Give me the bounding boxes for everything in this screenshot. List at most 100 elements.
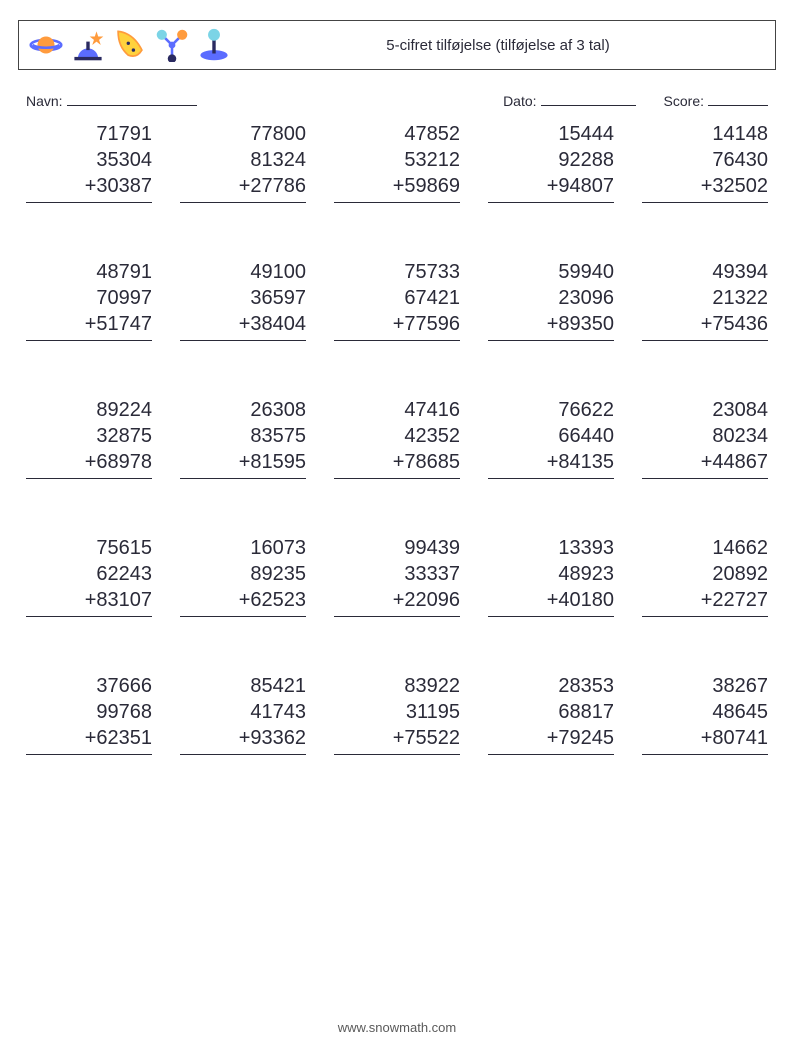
sum-rule [488, 201, 614, 203]
addend-3: +62351 [26, 725, 152, 751]
addend-1: 47416 [334, 397, 460, 423]
addend-2: 68817 [488, 699, 614, 725]
addend-1: 37666 [26, 673, 152, 699]
addend-3: +93362 [180, 725, 306, 751]
addition-problem: 4939421322+75436 [642, 259, 768, 341]
addend-3: +75522 [334, 725, 460, 751]
addend-2: 67421 [334, 285, 460, 311]
addend-1: 28353 [488, 673, 614, 699]
addition-problem: 4879170997+51747 [26, 259, 152, 341]
addend-2: 53212 [334, 147, 460, 173]
addend-1: 89224 [26, 397, 152, 423]
addition-problem: 4910036597+38404 [180, 259, 306, 341]
addend-1: 26308 [180, 397, 306, 423]
problem-grid: 7179135304+30387 7780081324+27786 47852532… [18, 121, 776, 755]
addend-3: +44867 [642, 449, 768, 475]
worksheet-title: 5-cifret tilføjelse (tilføjelse af 3 tal… [231, 37, 765, 54]
sum-rule [642, 753, 768, 755]
addend-1: 23084 [642, 397, 768, 423]
sum-rule [642, 339, 768, 341]
addend-2: 36597 [180, 285, 306, 311]
addend-3: +51747 [26, 311, 152, 337]
sum-rule [180, 339, 306, 341]
addend-3: +80741 [642, 725, 768, 751]
addend-1: 38267 [642, 673, 768, 699]
name-label: Navn: [26, 93, 63, 109]
addend-1: 85421 [180, 673, 306, 699]
addition-problem: 7561562243+83107 [26, 535, 152, 617]
addition-problem: 8542141743+93362 [180, 673, 306, 755]
addend-1: 76622 [488, 397, 614, 423]
sum-rule [26, 477, 152, 479]
addend-2: 80234 [642, 423, 768, 449]
addend-1: 71791 [26, 121, 152, 147]
addition-problem: 7179135304+30387 [26, 121, 152, 203]
addend-1: 14148 [642, 121, 768, 147]
addend-2: 31195 [334, 699, 460, 725]
addend-2: 48645 [642, 699, 768, 725]
addend-2: 33337 [334, 561, 460, 587]
addend-2: 32875 [26, 423, 152, 449]
addition-problem: 3826748645+80741 [642, 673, 768, 755]
addend-3: +59869 [334, 173, 460, 199]
addend-3: +32502 [642, 173, 768, 199]
sum-rule [642, 615, 768, 617]
addend-3: +22727 [642, 587, 768, 613]
addition-problem: 1607389235+62523 [180, 535, 306, 617]
sum-rule [642, 477, 768, 479]
addition-problem: 7662266440+84135 [488, 397, 614, 479]
sum-rule [180, 615, 306, 617]
icon-row [29, 28, 231, 62]
addend-1: 49394 [642, 259, 768, 285]
addend-1: 75733 [334, 259, 460, 285]
addend-3: +77596 [334, 311, 460, 337]
addend-3: +62523 [180, 587, 306, 613]
addition-problem: 9943933337+22096 [334, 535, 460, 617]
addend-3: +94807 [488, 173, 614, 199]
date-label: Dato: [503, 93, 536, 109]
addend-2: 35304 [26, 147, 152, 173]
sum-rule [334, 477, 460, 479]
sum-rule [180, 753, 306, 755]
addend-2: 20892 [642, 561, 768, 587]
addend-2: 48923 [488, 561, 614, 587]
sum-rule [488, 615, 614, 617]
date-field: Dato: [503, 92, 635, 109]
addition-problem: 1466220892+22727 [642, 535, 768, 617]
sum-rule [180, 201, 306, 203]
addend-1: 48791 [26, 259, 152, 285]
molecule-icon [155, 28, 189, 62]
sum-rule [334, 201, 460, 203]
sum-rule [334, 753, 460, 755]
addition-problem: 1414876430+32502 [642, 121, 768, 203]
addend-1: 77800 [180, 121, 306, 147]
score-blank [708, 92, 768, 106]
addend-2: 81324 [180, 147, 306, 173]
score-field: Score: [664, 92, 768, 109]
addition-problem: 7780081324+27786 [180, 121, 306, 203]
addend-2: 83575 [180, 423, 306, 449]
addend-1: 15444 [488, 121, 614, 147]
joystick-icon [197, 28, 231, 62]
addend-1: 49100 [180, 259, 306, 285]
addend-1: 14662 [642, 535, 768, 561]
addend-3: +68978 [26, 449, 152, 475]
addend-2: 76430 [642, 147, 768, 173]
sum-rule [334, 339, 460, 341]
addition-problem: 5994023096+89350 [488, 259, 614, 341]
addend-3: +79245 [488, 725, 614, 751]
title-bar: 5-cifret tilføjelse (tilføjelse af 3 tal… [18, 20, 776, 70]
sum-rule [26, 339, 152, 341]
addend-1: 47852 [334, 121, 460, 147]
name-blank [67, 92, 197, 106]
worksheet-page: 5-cifret tilføjelse (tilføjelse af 3 tal… [0, 0, 794, 755]
sum-rule [26, 201, 152, 203]
sum-rule [26, 615, 152, 617]
sum-rule [488, 753, 614, 755]
addend-3: +40180 [488, 587, 614, 613]
addend-2: 70997 [26, 285, 152, 311]
addition-problem: 7573367421+77596 [334, 259, 460, 341]
addend-1: 83922 [334, 673, 460, 699]
sum-rule [642, 201, 768, 203]
addend-3: +81595 [180, 449, 306, 475]
